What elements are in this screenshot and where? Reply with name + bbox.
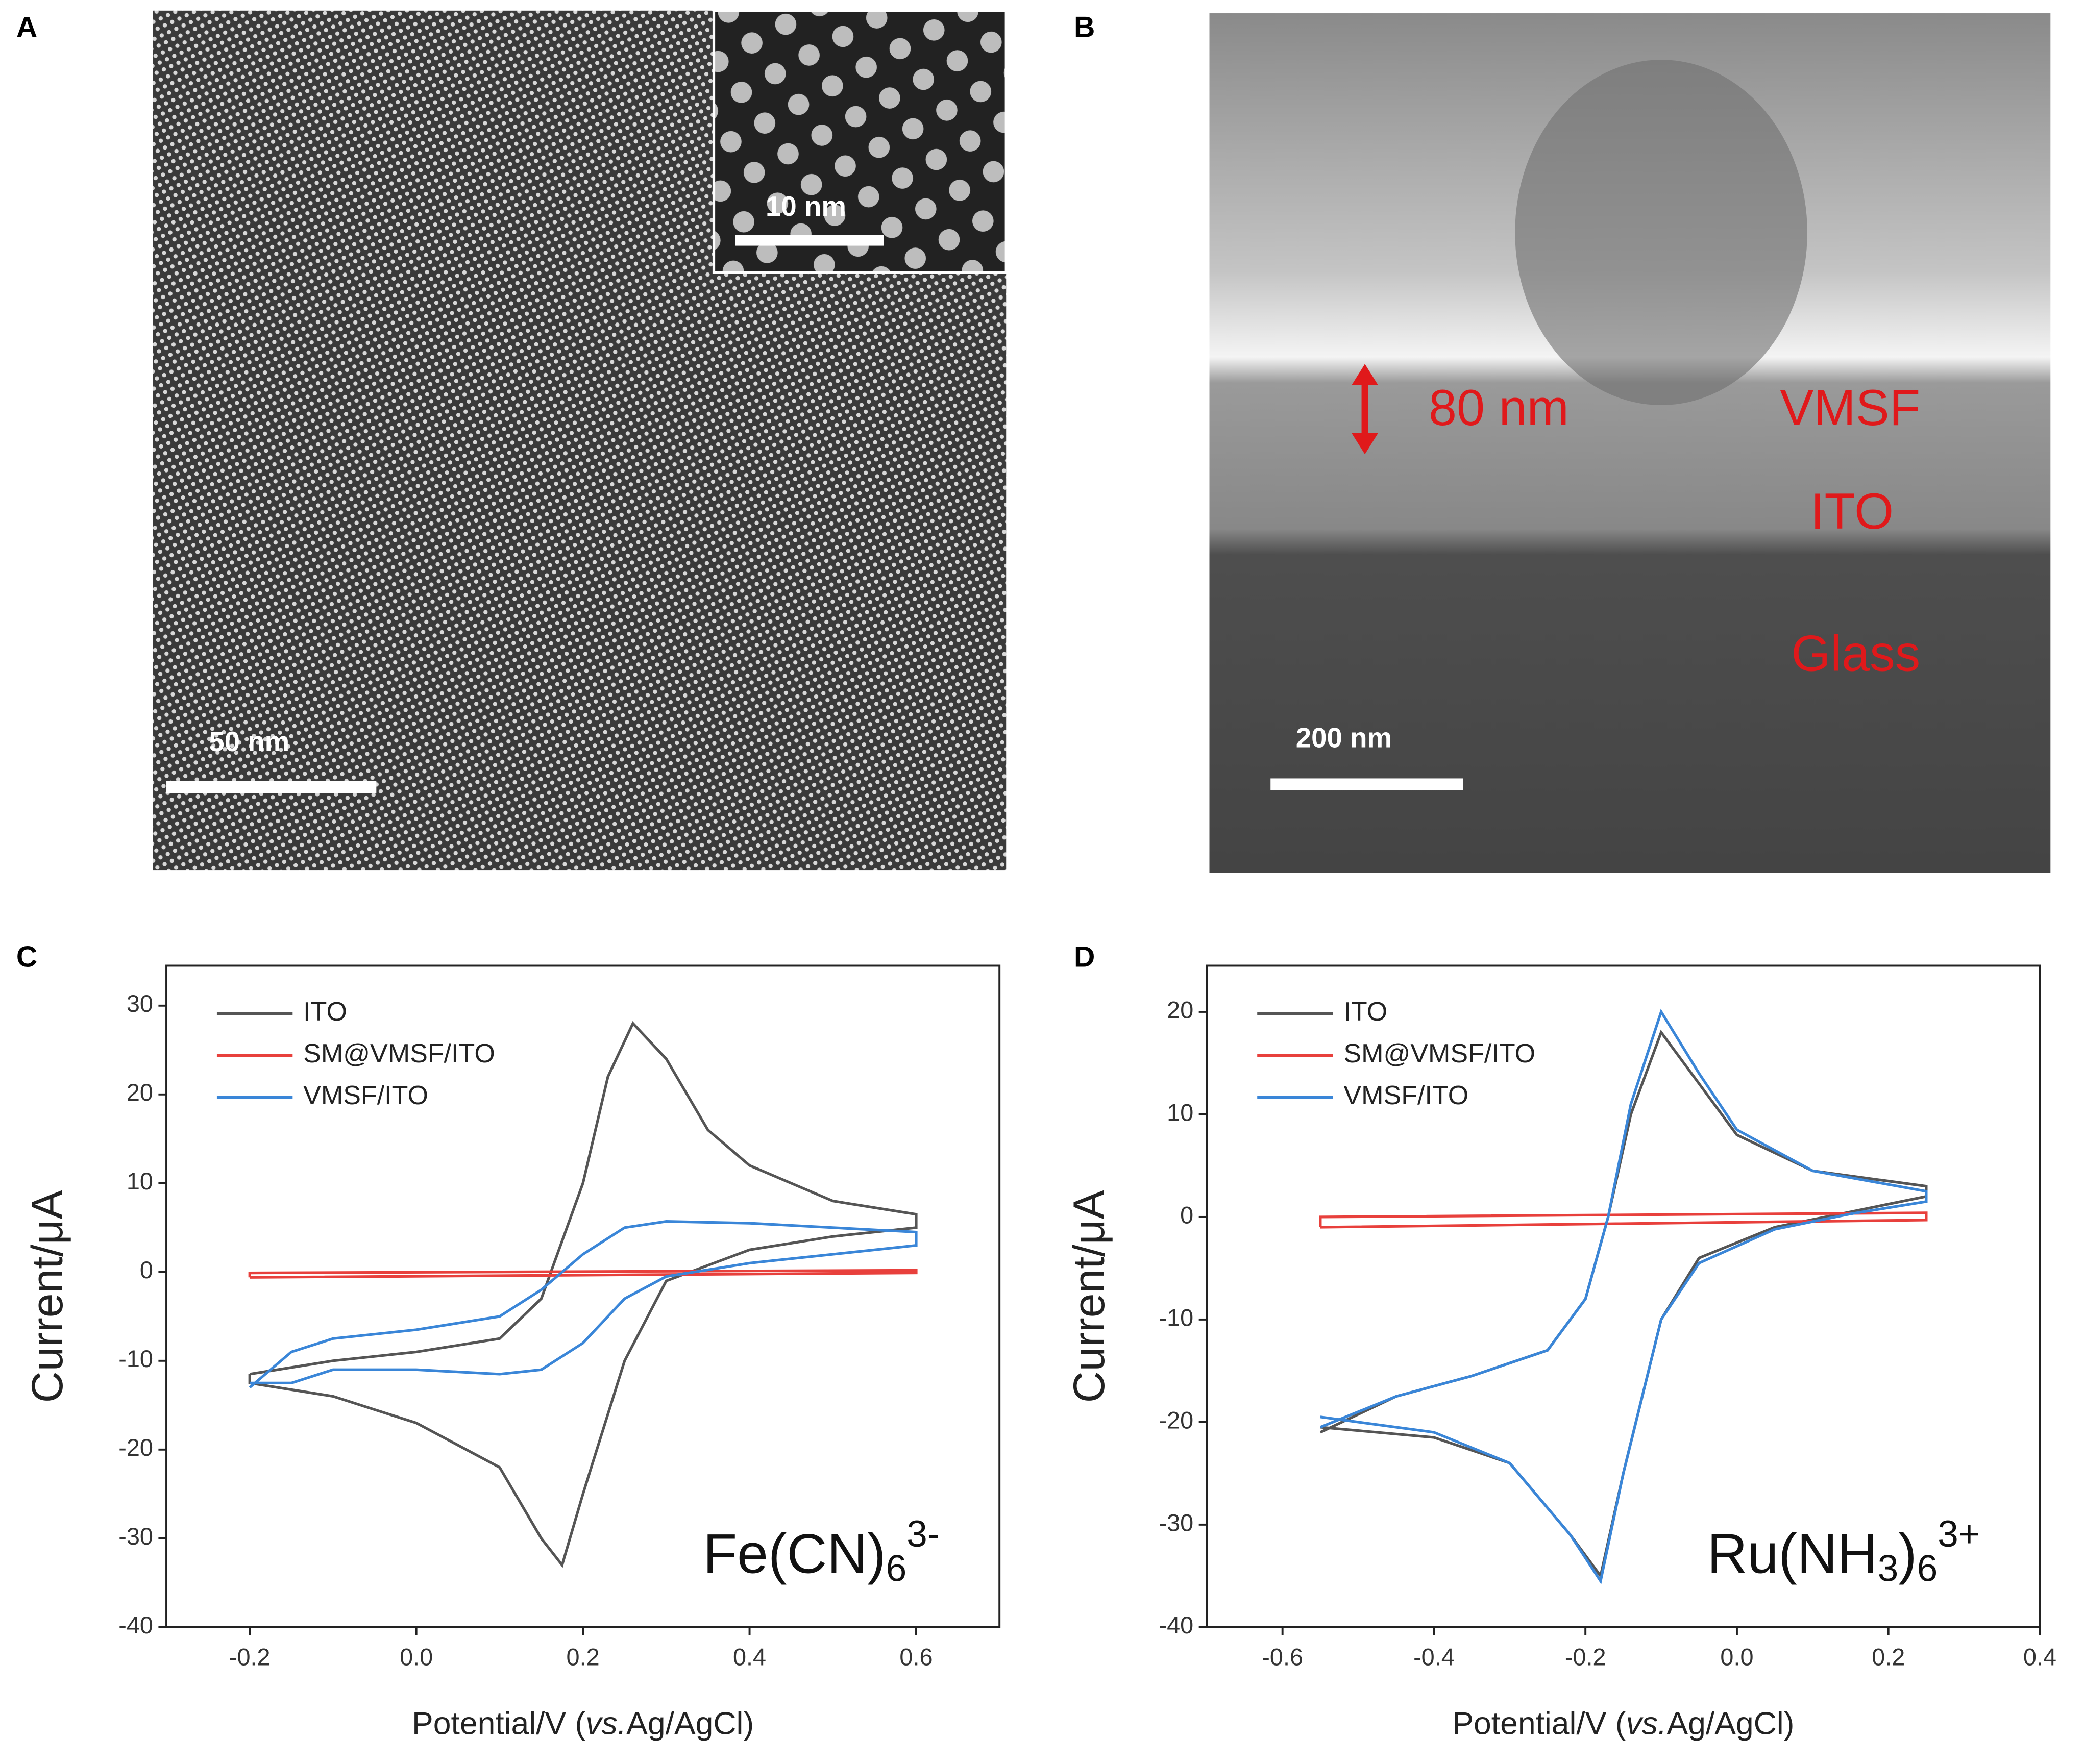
legend-label: ITO <box>1343 997 1387 1027</box>
cv-curve <box>1319 1029 1928 1579</box>
x-tick-label: 0.4 <box>2023 1644 2056 1671</box>
cv-curve <box>1319 1008 1928 1585</box>
x-tick-label: -0.4 <box>1413 1644 1455 1671</box>
y-tick-label: 0 <box>1180 1202 1193 1228</box>
cv-curve <box>1319 1211 1928 1229</box>
scale-bar <box>1270 778 1463 790</box>
x-axis-label-part: Ag/AgCl) <box>1666 1705 1794 1741</box>
y-tick-label: -10 <box>118 1346 153 1372</box>
arrow-head <box>1352 433 1379 455</box>
legend-label: SM@VMSF/ITO <box>303 1039 495 1069</box>
y-axis-label: Current/μA <box>23 1189 72 1403</box>
y-tick-label: 20 <box>127 1079 153 1106</box>
x-tick-label: 0.2 <box>567 1644 600 1671</box>
x-tick-label: 0.6 <box>899 1644 933 1671</box>
annotation-part: 3+ <box>1938 1513 1980 1555</box>
arrow-head <box>1352 364 1379 385</box>
cv-curve <box>248 1021 918 1568</box>
x-axis-label-part: vs. <box>585 1705 626 1741</box>
x-tick-label: 0.0 <box>400 1644 433 1671</box>
panel-letter: A <box>16 11 37 43</box>
scale-label: 200 nm <box>1296 722 1392 753</box>
x-axis-label-part: vs. <box>1626 1705 1667 1741</box>
annotation-part: 3 <box>1878 1548 1899 1589</box>
y-tick-label: 0 <box>140 1257 153 1283</box>
panel-letter: D <box>1074 941 1095 974</box>
y-tick-label: -30 <box>1159 1509 1194 1536</box>
y-tick-label: -20 <box>1159 1407 1194 1433</box>
annotation-part: 6 <box>886 1548 907 1589</box>
x-axis-label-part: Potential/V ( <box>1452 1705 1626 1741</box>
layer-label: Glass <box>1791 625 1920 682</box>
legend-label: ITO <box>303 997 347 1027</box>
annotation-part: Fe(CN) <box>703 1523 886 1585</box>
x-axis-label: Potential/V (vs.Ag/AgCl) <box>412 1705 754 1741</box>
y-tick-label: 10 <box>127 1168 153 1195</box>
annotation: Fe(CN)63- <box>703 1513 940 1589</box>
y-tick-label: -20 <box>118 1434 153 1461</box>
x-tick-label: 0.4 <box>733 1644 766 1671</box>
annotation-part: Ru(NH <box>1707 1523 1878 1585</box>
y-axis-label: Current/μA <box>1065 1189 1114 1403</box>
y-tick-label: 30 <box>127 990 153 1017</box>
scale-bar <box>166 781 377 793</box>
x-tick-label: 0.0 <box>1720 1644 1753 1671</box>
x-tick-label: -0.2 <box>1565 1644 1606 1671</box>
panel-letter: C <box>16 941 37 974</box>
sem-particle <box>1515 60 1807 405</box>
x-tick-label: -0.6 <box>1262 1644 1303 1671</box>
annotation: Ru(NH3)63+ <box>1707 1513 1980 1589</box>
annotation-part: ) <box>1898 1523 1917 1585</box>
legend-label: VMSF/ITO <box>1343 1081 1468 1110</box>
inset-scale-label: 10 nm <box>766 191 846 222</box>
plot-frame <box>1206 964 2041 1628</box>
x-axis-label-part: Potential/V ( <box>412 1705 585 1741</box>
annotation-part: 6 <box>1917 1548 1938 1589</box>
y-tick-label: -40 <box>118 1612 153 1638</box>
y-tick-label: 20 <box>1167 997 1193 1023</box>
x-axis-label-part: Ag/AgCl) <box>626 1705 754 1741</box>
panel-letter: B <box>1074 11 1095 43</box>
y-tick-label: 10 <box>1167 1099 1193 1126</box>
y-tick-label: -40 <box>1159 1612 1194 1638</box>
layer-label: ITO <box>1810 483 1894 539</box>
x-axis-label: Potential/V (vs.Ag/AgCl) <box>1452 1705 1794 1741</box>
thickness-label: 80 nm <box>1429 379 1569 436</box>
scale-label: 50 nm <box>209 726 289 757</box>
inset-scale-bar <box>735 235 884 246</box>
y-tick-label: -30 <box>118 1523 153 1550</box>
legend-label: SM@VMSF/ITO <box>1343 1039 1535 1069</box>
annotation-part: 3- <box>906 1513 940 1555</box>
cv-curve <box>248 1269 918 1279</box>
legend-label: VMSF/ITO <box>303 1081 428 1110</box>
layer-label: VMSF <box>1780 379 1920 436</box>
x-tick-label: 0.2 <box>1872 1644 1905 1671</box>
tem-inset <box>712 9 1008 274</box>
x-tick-label: -0.2 <box>229 1644 271 1671</box>
cv-curve <box>249 1220 918 1389</box>
y-tick-label: -10 <box>1159 1304 1194 1331</box>
